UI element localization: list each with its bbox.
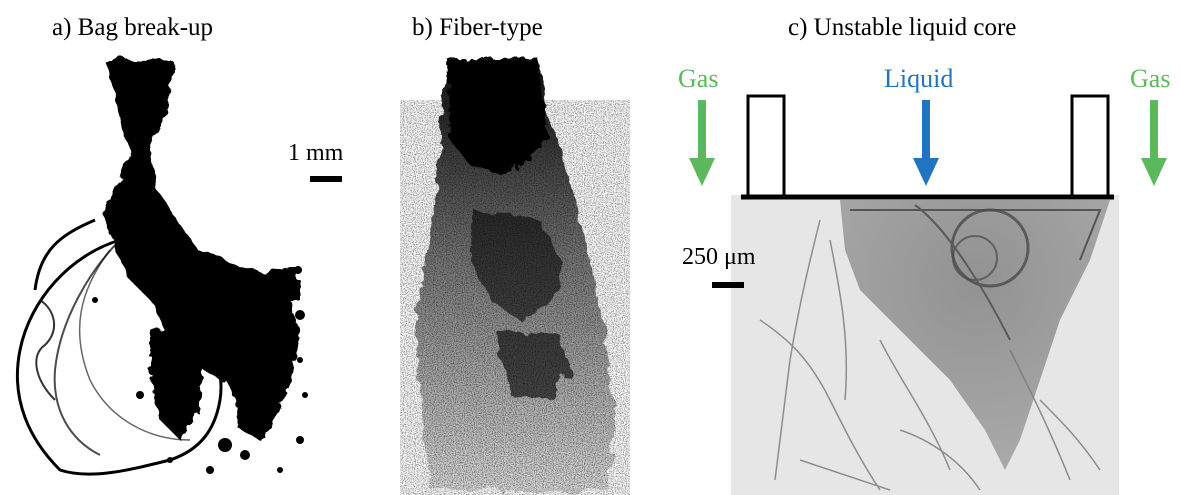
gas-label-right: Gas (1130, 64, 1171, 93)
gas-arrow-right (1141, 100, 1167, 186)
liquid-label: Liquid (884, 64, 954, 93)
scale-bar-a (310, 176, 342, 182)
scale-label-a: 1 mm (288, 140, 344, 166)
panel-b-title: b) Fiber-type (412, 14, 543, 41)
panel-c-title: c) Unstable liquid core (788, 14, 1017, 41)
liquid-core-image (731, 94, 1119, 495)
fiber-type-image (400, 60, 630, 495)
panel-a-title: a) Bag break-up (52, 14, 214, 41)
scale-label-c: 250 μm (682, 244, 756, 270)
bag-breakup-image (15, 60, 308, 476)
gas-label-left: Gas (678, 64, 719, 93)
scale-bar-c (712, 282, 744, 288)
liquid-arrow (913, 100, 939, 186)
gas-arrow-left (689, 100, 715, 186)
